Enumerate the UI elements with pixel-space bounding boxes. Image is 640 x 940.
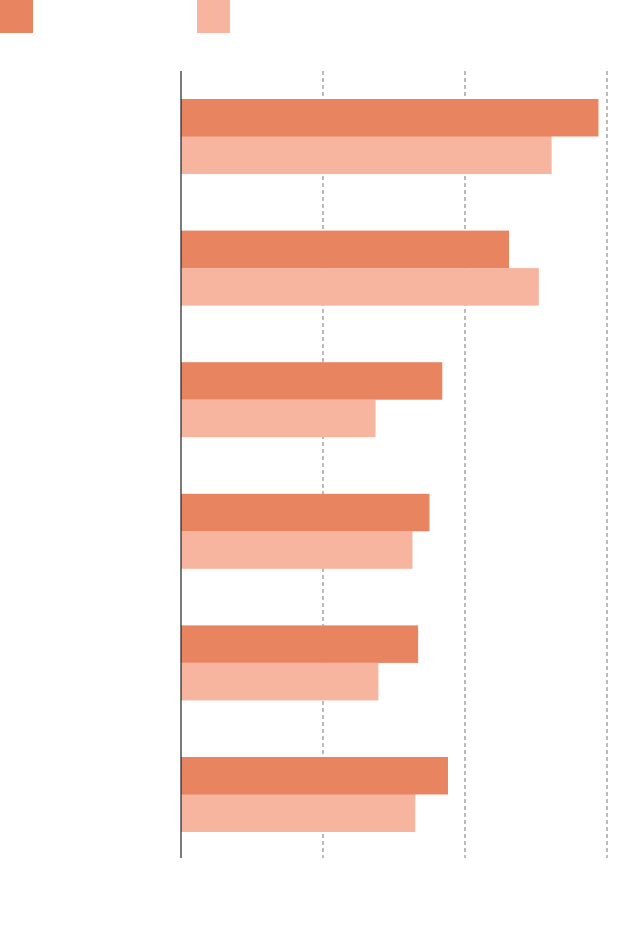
gridlines — [322, 71, 608, 858]
bar-series-0-cat-1 — [181, 230, 510, 269]
bar-series-1-cat-3 — [181, 531, 413, 569]
legend-swatch-1 — [197, 0, 230, 33]
bar-group-2 — [181, 362, 443, 438]
bar-series-1-cat-1 — [181, 268, 539, 306]
legend-swatch-0 — [0, 0, 33, 33]
bar-series-1-cat-0 — [181, 136, 552, 174]
bar-group-4 — [181, 625, 419, 701]
bar-series-0-cat-3 — [181, 493, 430, 532]
bar-group-1 — [181, 230, 539, 306]
bar-group-0 — [181, 99, 599, 174]
bar-series-1-cat-5 — [181, 794, 416, 832]
bar-series-1-cat-4 — [181, 662, 379, 701]
bar-series-0-cat-5 — [181, 757, 448, 795]
bar-group-3 — [181, 493, 430, 569]
bar-group-5 — [181, 757, 448, 832]
bar-series-0-cat-4 — [181, 625, 419, 663]
bars — [181, 99, 599, 832]
bar-series-1-cat-2 — [181, 399, 376, 438]
legend — [0, 0, 230, 33]
bar-series-0-cat-0 — [181, 99, 599, 137]
bar-series-0-cat-2 — [181, 362, 443, 400]
